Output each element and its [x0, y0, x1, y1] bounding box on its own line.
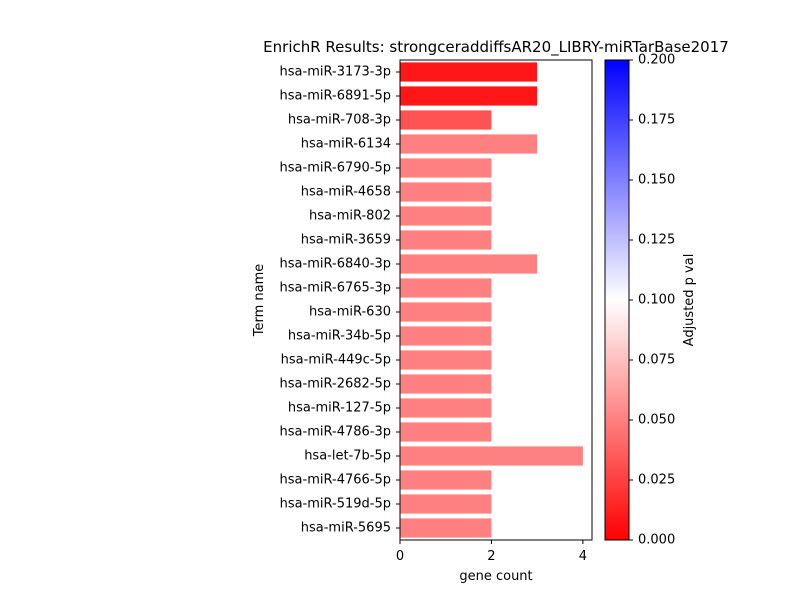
- y-tick-label: hsa-miR-6840-3p: [280, 257, 391, 272]
- bar: [400, 326, 492, 346]
- bar: [400, 422, 492, 442]
- colorbar-tick-label: 0.075: [638, 353, 675, 368]
- bar: [400, 398, 492, 418]
- y-tick-label: hsa-miR-6134: [301, 137, 391, 152]
- colorbar-tick-label: 0.175: [638, 113, 675, 128]
- y-tick-label: hsa-miR-802: [309, 209, 391, 224]
- y-tick-label: hsa-miR-34b-5p: [288, 329, 391, 344]
- colorbar-tick-label: 0.000: [638, 533, 675, 548]
- plot-frame: [399, 59, 593, 541]
- y-tick-label: hsa-miR-2682-5p: [280, 377, 391, 392]
- bar: [400, 494, 492, 514]
- y-tick-label: hsa-miR-4658: [301, 185, 391, 200]
- colorbar-tick-label: 0.100: [638, 293, 675, 308]
- bar: [400, 278, 492, 298]
- colorbar-tick-label: 0.150: [638, 173, 675, 188]
- bar: [400, 230, 492, 250]
- bar: [400, 302, 492, 322]
- y-tick-label: hsa-miR-6891-5p: [280, 89, 391, 104]
- colorbar-tick-label: 0.125: [638, 233, 675, 248]
- chart-title: EnrichR Results: strongceraddiffsAR20_LI…: [263, 38, 729, 57]
- bar: [400, 182, 492, 202]
- x-ticks: 0 2 4: [396, 540, 587, 564]
- y-tick-label: hsa-miR-708-3p: [288, 113, 391, 128]
- colorbar: [604, 59, 630, 541]
- y-tick-label: hsa-miR-449c-5p: [281, 353, 391, 368]
- colorbar-ticks: 0.000 0.025 0.050 0.075 0.100 0.125 0.150 0.175…: [629, 53, 675, 548]
- y-tick-label: hsa-miR-3659: [301, 233, 391, 248]
- bar: [400, 254, 538, 274]
- x-tick-label: 2: [487, 549, 495, 564]
- colorbar-tick-label: 0.050: [638, 413, 675, 428]
- bar: [400, 446, 583, 466]
- colorbar-label: Adjusted p val: [682, 254, 697, 347]
- y-tick-labels: hsa-miR-3173-3p hsa-miR-6891-5p hsa-miR-70…: [280, 65, 400, 536]
- x-axis-label: gene count: [459, 569, 532, 584]
- y-tick-label: hsa-miR-4766-5p: [280, 473, 391, 488]
- y-tick-label: hsa-miR-127-5p: [288, 401, 391, 416]
- bar: [400, 518, 492, 538]
- x-tick-label: 0: [396, 549, 404, 564]
- y-tick-label: hsa-miR-6765-3p: [280, 281, 391, 296]
- bar: [400, 86, 538, 106]
- colorbar-tick-label: 0.025: [638, 473, 675, 488]
- y-tick-label: hsa-miR-630: [309, 305, 391, 320]
- bar: [400, 134, 538, 154]
- bar: [400, 350, 492, 370]
- y-tick-label: hsa-miR-4786-3p: [280, 425, 391, 440]
- y-tick-label: hsa-let-7b-5p: [304, 449, 391, 464]
- bar: [400, 206, 492, 226]
- y-tick-label: hsa-miR-3173-3p: [280, 65, 391, 80]
- x-tick-label: 4: [579, 549, 587, 564]
- bars-group: [400, 62, 583, 538]
- bar: [400, 158, 492, 178]
- bar: [400, 374, 492, 394]
- y-tick-label: hsa-miR-519d-5p: [280, 497, 391, 512]
- colorbar-tick-label: 0.200: [638, 53, 675, 68]
- bar: [400, 110, 492, 130]
- y-tick-label: hsa-miR-6790-5p: [280, 161, 391, 176]
- y-tick-label: hsa-miR-5695: [301, 521, 391, 536]
- bar: [400, 470, 492, 490]
- bar: [400, 62, 538, 82]
- y-axis-label: Term name: [252, 264, 267, 338]
